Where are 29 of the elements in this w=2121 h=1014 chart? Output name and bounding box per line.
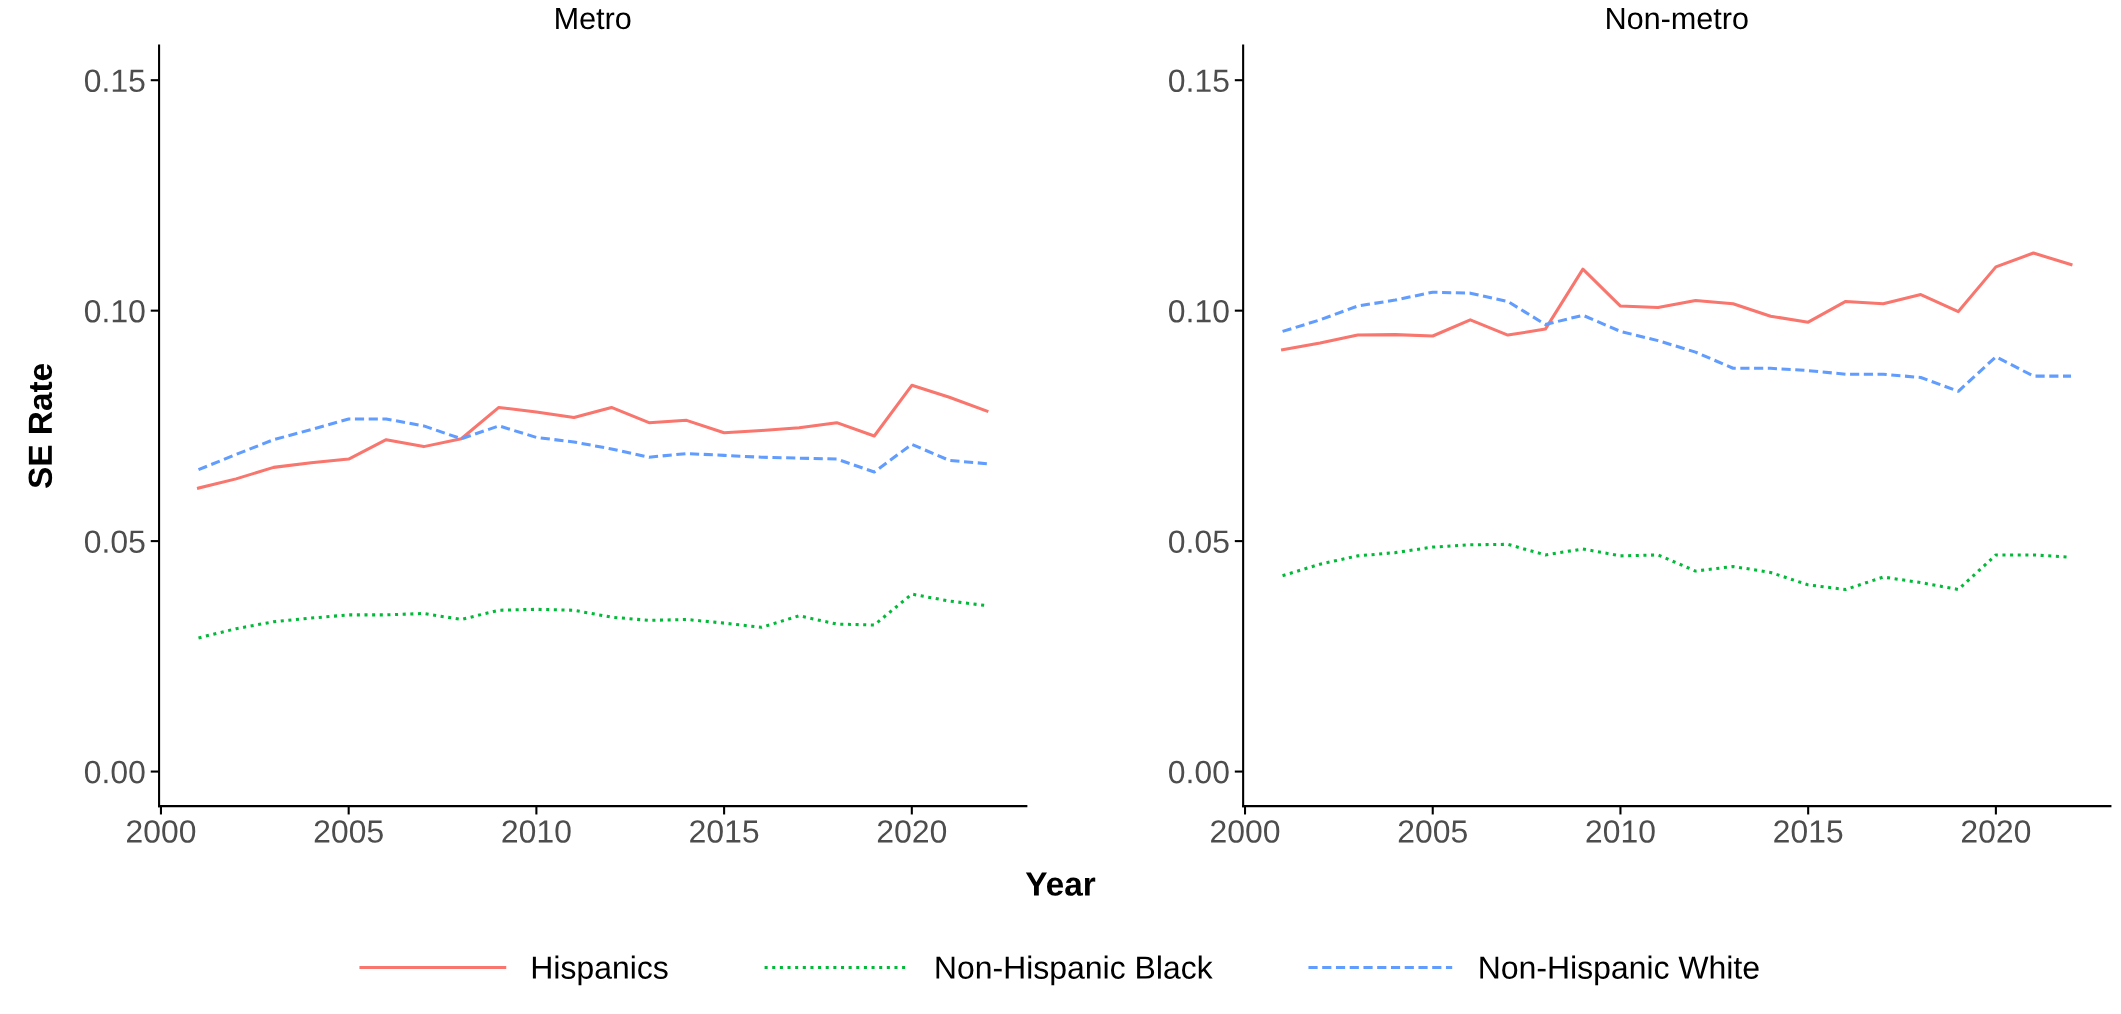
- legend-label: Non-Hispanic Black: [936, 955, 1213, 986]
- line-series: [196, 417, 989, 474]
- y-tick-label: 0.15: [1169, 69, 1229, 93]
- x-tick-label: 2005: [314, 820, 383, 843]
- x-tick-label: 2020: [1961, 820, 2031, 843]
- line-series: [1281, 290, 2073, 393]
- y-tick-label: 0.10: [1169, 299, 1229, 323]
- x-tick-label: 2010: [502, 820, 571, 843]
- chart-title: Non-metro: [1607, 7, 1748, 30]
- y-tick-label: 0.00: [1169, 760, 1229, 784]
- x-tick-label: 2015: [1774, 820, 1843, 843]
- y-tick-label: 0.10: [84, 299, 145, 323]
- chart-title: Metro: [556, 7, 631, 30]
- y-tick-label: 0.15: [84, 69, 145, 93]
- legend-label: Hispanics: [532, 955, 668, 986]
- line-series: [196, 383, 989, 490]
- legend-label: Non-Hispanic White: [1480, 955, 1759, 986]
- y-tick-label: 0.00: [84, 760, 145, 784]
- y-tick-label: 0.05: [1169, 530, 1229, 553]
- x-tick-label: 2010: [1586, 820, 1655, 843]
- line-series: [1281, 251, 2073, 352]
- x-axis-title: Year: [1025, 872, 1096, 896]
- x-tick-label: 2020: [877, 820, 947, 843]
- y-axis-title: SE Rate: [28, 364, 53, 488]
- x-tick-label: 2015: [690, 820, 759, 843]
- x-tick-label: 2005: [1398, 820, 1467, 843]
- x-tick-label: 2000: [127, 820, 196, 843]
- x-tick-label: 2000: [1211, 820, 1280, 843]
- y-tick-label: 0.05: [84, 530, 145, 553]
